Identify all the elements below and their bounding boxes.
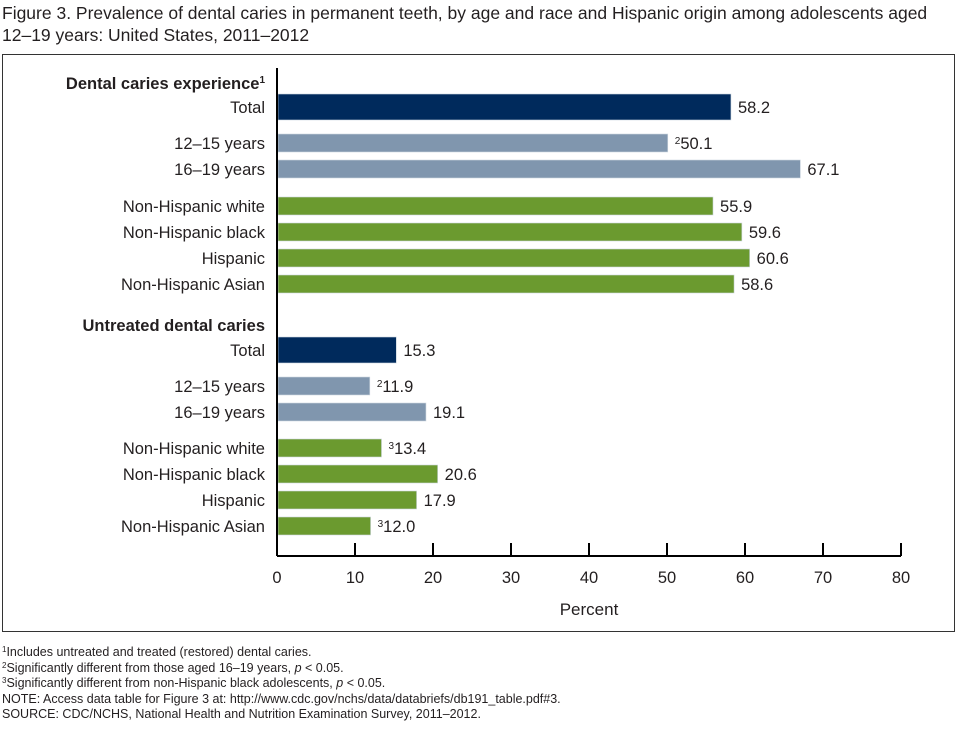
category-label: 16–19 years: [174, 404, 265, 422]
group-header: Untreated dental caries: [83, 317, 265, 335]
x-tick-label: 80: [892, 569, 910, 587]
bar-race: [277, 516, 371, 536]
category-labels: Dental caries experience1 Total 12–15 year…: [66, 75, 266, 536]
footnote-mark: 3: [2, 676, 7, 685]
x-axis: 0 10 20 30 40 50 60 70 80: [272, 68, 910, 587]
value-label: 58.6: [741, 276, 773, 294]
figure-title-line-2: 12–19 years: United States, 2011–2012: [2, 25, 310, 45]
footnote: 2Significantly different from those aged…: [2, 660, 344, 675]
category-label: Non-Hispanic white: [123, 198, 265, 216]
footnote-mark: 2: [2, 660, 7, 670]
footnote-mark: 1: [2, 645, 7, 654]
x-axis-title: Percent: [560, 600, 619, 619]
footnote: 1Includes untreated and treated (restore…: [2, 645, 312, 659]
bar-age: [277, 133, 669, 153]
value-label: 211.9: [377, 378, 413, 396]
figure-title: Figure 3. Prevalence of dental caries in…: [2, 2, 952, 46]
value-label: 58.2: [738, 99, 770, 117]
bar-age: [277, 402, 427, 422]
category-label: Non-Hispanic black: [123, 224, 266, 242]
footnote: SOURCE: CDC/NCHS, National Health and Nu…: [2, 707, 481, 721]
figure-title-line-1: Figure 3. Prevalence of dental caries in…: [2, 3, 928, 23]
value-label: 312.0: [378, 518, 416, 536]
x-tick-label: 70: [814, 569, 832, 587]
x-tick-label: 40: [580, 569, 598, 587]
category-label: Non-Hispanic white: [123, 440, 265, 458]
value-label: 313.4: [389, 440, 427, 458]
bar-race: [277, 196, 714, 216]
bar-race: [277, 274, 735, 294]
category-label: 16–19 years: [174, 161, 265, 179]
x-tick-label: 10: [346, 569, 364, 587]
footnote: 3Significantly different from non-Hispan…: [2, 676, 386, 690]
footnote: NOTE: Access data table for Figure 3 at:…: [2, 691, 561, 706]
x-tick-label: 50: [658, 569, 676, 587]
value-labels: 58.2 250.1 67.1 55.9 59.6 60.6 58.6 15.3 211.9 19…: [377, 99, 840, 536]
category-label: Hispanic: [202, 492, 265, 510]
bar-age: [277, 159, 801, 179]
bar-race: [277, 438, 382, 458]
bar-total: [277, 93, 732, 121]
bar-total: [277, 336, 397, 364]
value-label: 17.9: [424, 492, 456, 510]
value-label: 250.1: [675, 135, 713, 153]
bar-race: [277, 464, 438, 484]
category-label: Total: [230, 342, 265, 360]
footnotes: 1Includes untreated and treated (restore…: [2, 645, 561, 723]
value-label: 15.3: [403, 342, 435, 360]
value-label: 67.1: [807, 161, 839, 179]
x-tick-label: 60: [736, 569, 754, 587]
value-label: 59.6: [749, 224, 781, 242]
category-label: Non-Hispanic Asian: [121, 276, 265, 294]
value-label: 60.6: [757, 250, 789, 268]
category-label: 12–15 years: [174, 135, 265, 153]
x-tick-label: 0: [272, 569, 281, 587]
value-label: 20.6: [445, 466, 477, 484]
category-label: Non-Hispanic black: [123, 466, 266, 484]
bar-race: [277, 490, 417, 510]
bar-race: [277, 248, 750, 268]
category-label: Non-Hispanic Asian: [121, 518, 265, 536]
value-label: 19.1: [433, 404, 465, 422]
bar-race: [277, 222, 743, 242]
category-label: 12–15 years: [174, 378, 265, 396]
bar-age: [277, 376, 371, 396]
category-label: Total: [230, 99, 265, 117]
x-tick-label: 20: [424, 569, 442, 587]
bars-layer: [277, 93, 801, 536]
group-header: Dental caries experience1: [66, 75, 266, 93]
category-label: Hispanic: [202, 250, 265, 268]
chart-frame: [2, 54, 955, 632]
value-label: 55.9: [720, 198, 752, 216]
x-tick-label: 30: [502, 569, 520, 587]
